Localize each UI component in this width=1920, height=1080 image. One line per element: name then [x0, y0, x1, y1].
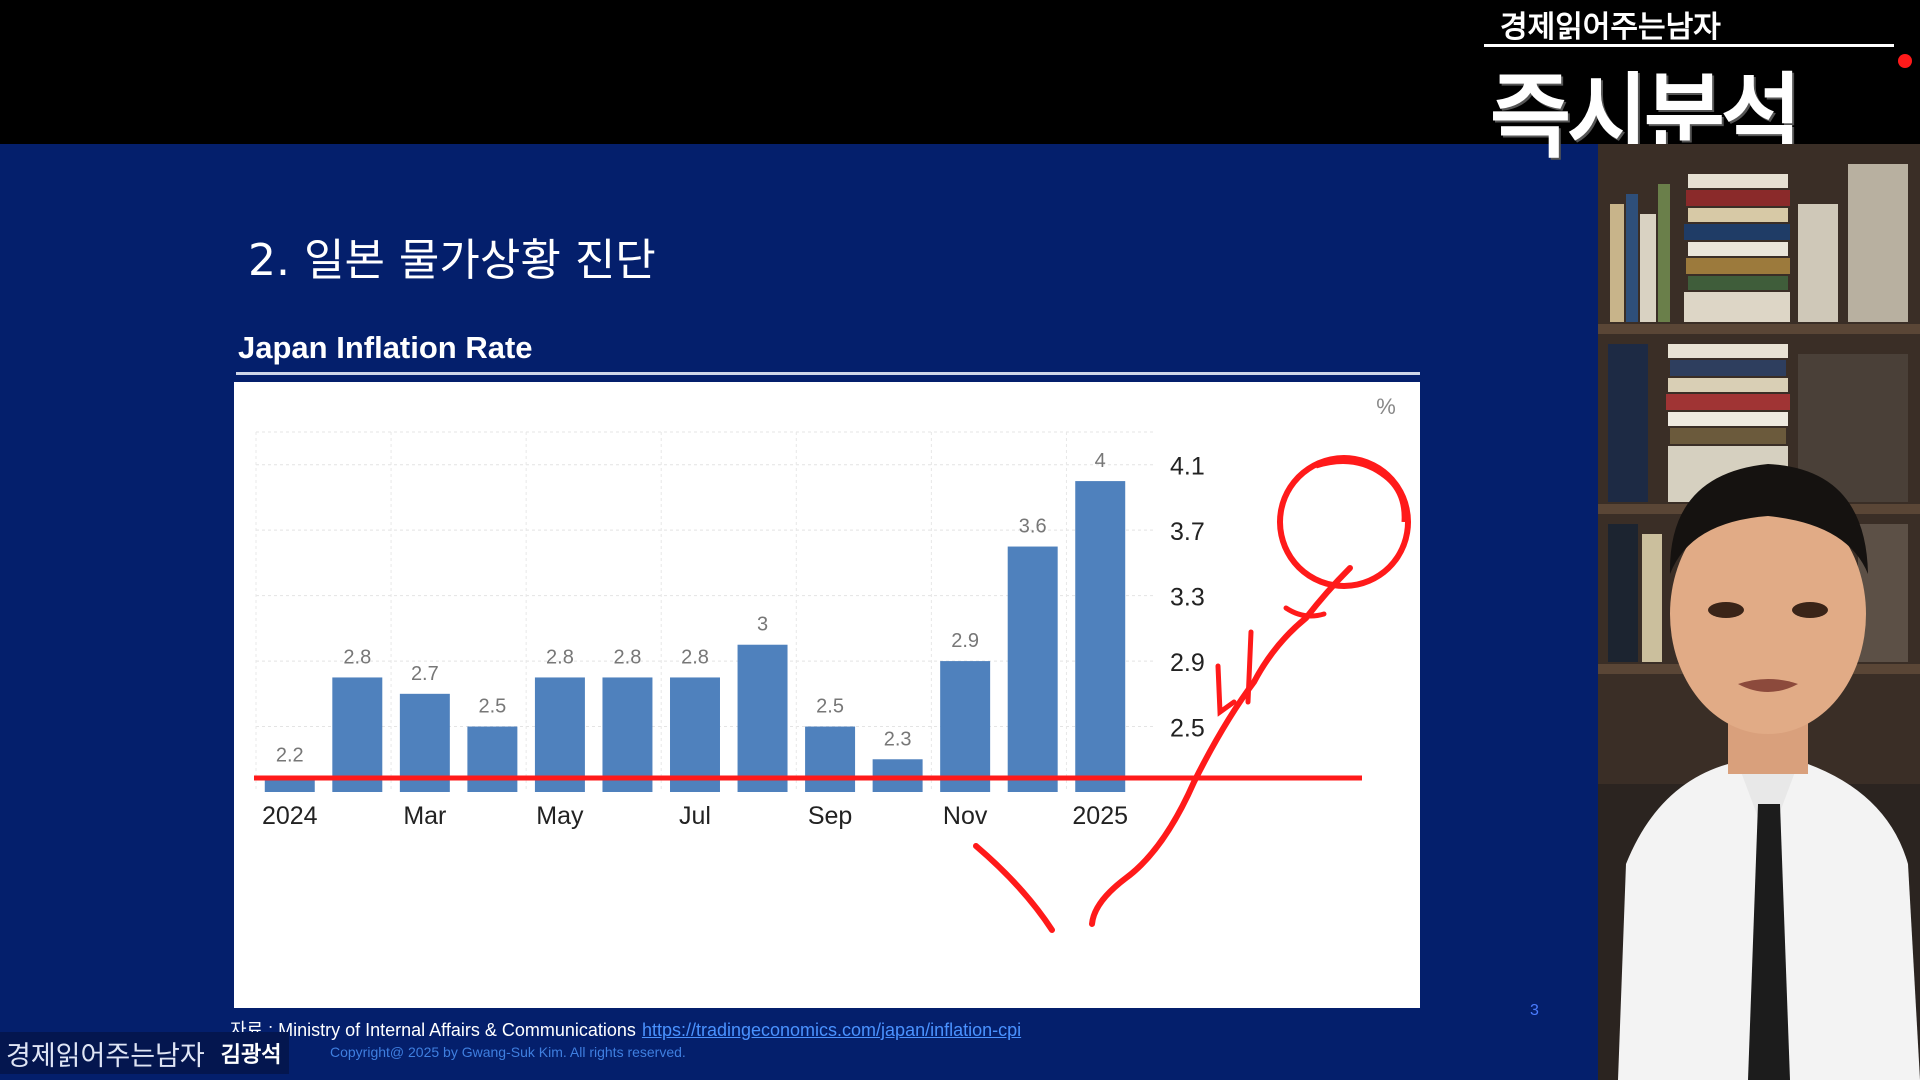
x-tick-label: Nov	[943, 802, 988, 830]
bar	[332, 677, 383, 792]
channel-name: 경제읽어주는남자	[6, 1040, 205, 1072]
bar	[467, 726, 518, 792]
y-tick-label: 3.3	[1170, 584, 1205, 612]
trend-arrow-stroke	[1283, 605, 1327, 619]
webcam-scene	[1598, 144, 1920, 1080]
trend-arrow-stroke	[1089, 565, 1353, 927]
presenter-webcam	[1598, 144, 1920, 1080]
chart-panel: 2.2 2.8 2.7 2.5 2.8 2.8 2.8 3 2.5 2.3 2.9 3.6 4 2.5 2…	[234, 382, 1420, 1008]
trend-arrow-stroke	[1245, 629, 1254, 705]
channel-brand-bottom: 경제읽어주는남자 김광석	[0, 1032, 290, 1074]
value-label: 2.7	[411, 663, 439, 685]
chart-grid	[255, 431, 1154, 792]
y-tick-label: 3.7	[1170, 518, 1205, 546]
x-tick-label: 2025	[1072, 802, 1128, 830]
value-label: 2.5	[816, 696, 844, 718]
check-mark-stroke	[973, 843, 1055, 933]
page-number: 3	[1530, 1002, 1539, 1019]
bar	[1007, 546, 1058, 792]
value-label: 2.3	[884, 728, 912, 750]
chart-heading: Japan Inflation Rate	[238, 330, 533, 365]
chart-y-ticks: 2.5 2.9 3.3 3.7 4.1	[1170, 453, 1205, 743]
source-label: 자료 : Ministry of Internal Affairs & Comm…	[230, 1020, 636, 1040]
chart-bars	[264, 481, 1126, 792]
live-dot-icon	[1898, 54, 1912, 68]
top-black-bar	[0, 0, 1920, 144]
value-label: 3	[757, 614, 768, 636]
presenter-name: 김광석	[220, 1043, 282, 1068]
copyright-notice: Copyright@ 2025 by Gwang-Suk Kim. All ri…	[330, 1044, 686, 1060]
slide-title: 2. 일본 물가상황 진단	[248, 235, 656, 286]
value-label: 4	[1095, 450, 1106, 472]
y-unit-label: %	[1376, 394, 1396, 419]
y-tick-label: 2.5	[1170, 715, 1205, 743]
inflation-bar-chart: 2.22.82.72.52.8 2.8 2.832.52.32.93.64 2.52…	[254, 394, 1411, 933]
bar	[602, 677, 653, 792]
x-tick-label: 2024	[262, 802, 318, 830]
chart-x-ticks: 2024 Mar May Jul Sep Nov 2025	[262, 802, 1128, 830]
chart-value-labels: 2.2 2.8 2.7 2.5 2.8 2.8 2.8 3 2.5 2.3 2.9 3.6 4	[276, 450, 1106, 767]
value-label: 2.9	[951, 630, 979, 652]
value-label: 2.2	[276, 745, 304, 767]
trend-arrow-stroke	[1215, 663, 1237, 717]
x-tick-label: Mar	[403, 802, 446, 830]
bar	[1075, 481, 1126, 792]
y-tick-label: 2.9	[1170, 649, 1205, 677]
bar	[737, 644, 788, 792]
source-line: 자료 : Ministry of Internal Affairs & Comm…	[230, 1016, 1021, 1042]
value-label: 2.5	[478, 696, 506, 718]
bar	[670, 677, 720, 792]
value-label: 2.8	[681, 646, 709, 668]
logo-rule	[1484, 44, 1894, 47]
channel-logo: 경제읽어주는남자 즉시분석	[1484, 2, 1914, 171]
logo-subtitle: 경제읽어주는남자	[1500, 10, 1721, 45]
heading-divider	[236, 372, 1420, 375]
bar	[940, 661, 991, 792]
value-label: 2.8	[546, 646, 574, 668]
value-label: 3.6	[1019, 516, 1047, 538]
x-tick-label: May	[536, 802, 584, 830]
presenter-avatar	[1618, 464, 1920, 1080]
highlight-circle	[1315, 459, 1407, 523]
highlight-circle	[1277, 455, 1411, 589]
red-pen-annotations	[254, 455, 1411, 933]
x-tick-label: Jul	[679, 802, 711, 830]
bar	[805, 726, 856, 792]
source-link[interactable]: https://tradingeconomics.com/japan/infla…	[641, 1020, 1022, 1040]
bar	[534, 677, 585, 792]
value-label: 2.8	[343, 646, 371, 668]
x-tick-label: Sep	[808, 802, 852, 830]
y-tick-label: 4.1	[1170, 453, 1205, 481]
value-label: 2.8	[614, 646, 642, 668]
